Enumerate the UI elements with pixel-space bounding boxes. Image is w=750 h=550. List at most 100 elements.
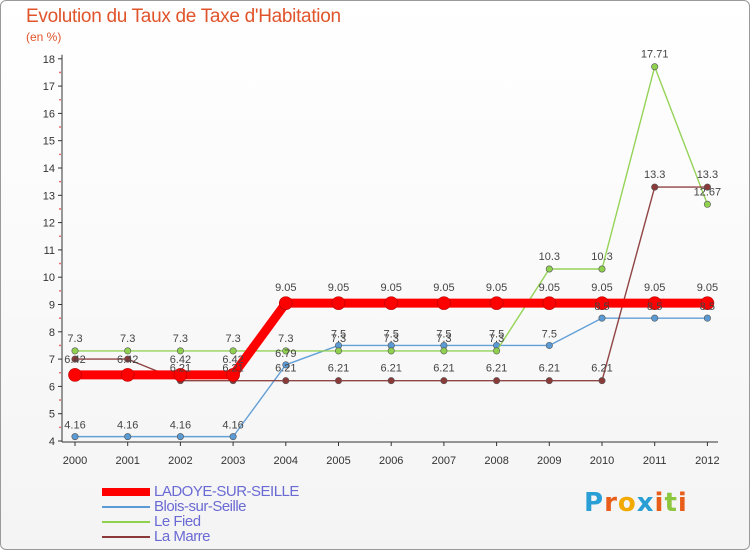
data-label-0: 9.05 bbox=[486, 282, 507, 294]
x-tick-label: 2010 bbox=[590, 455, 614, 467]
data-label-1: 8.5 bbox=[700, 301, 715, 313]
data-label-0: 9.05 bbox=[380, 282, 401, 294]
data-label-2: 7.3 bbox=[384, 333, 399, 345]
data-label-0: 9.05 bbox=[328, 282, 349, 294]
data-label-1: 7.5 bbox=[542, 328, 557, 340]
legend: LADOYE-SUR-SEILLE Blois-sur-Seille Le Fied… bbox=[102, 484, 299, 544]
series-point-1 bbox=[124, 433, 132, 441]
y-tick-label: 16 bbox=[43, 108, 55, 120]
y-minor-tick bbox=[59, 180, 61, 183]
legend-label: La Marre bbox=[154, 528, 211, 545]
data-label-0: 9.05 bbox=[433, 282, 454, 294]
series-point-0 bbox=[542, 296, 557, 310]
proxiti-logo: Proxiti bbox=[584, 488, 688, 518]
legend-swatch bbox=[102, 535, 150, 538]
x-tick-label: 2005 bbox=[326, 455, 350, 467]
y-minor-tick bbox=[59, 344, 61, 347]
data-label-3: 13.3 bbox=[697, 169, 718, 181]
y-tick-label: 17 bbox=[43, 81, 55, 93]
data-label-1: 7.5 bbox=[489, 328, 504, 340]
series-point-3 bbox=[545, 377, 553, 385]
series-point-1 bbox=[229, 433, 237, 441]
series-point-3 bbox=[598, 377, 606, 385]
series-point-0 bbox=[437, 296, 451, 310]
data-label-2: 7.3 bbox=[120, 333, 135, 345]
series-point-2 bbox=[124, 347, 132, 355]
series-point-0 bbox=[226, 368, 240, 382]
y-tick-label: 9 bbox=[49, 300, 55, 312]
legend-swatch bbox=[102, 487, 150, 496]
chart-title: Evolution du Taux de Taxe d'Habitation bbox=[26, 6, 341, 27]
data-label-0: 9.05 bbox=[275, 282, 296, 294]
series-point-0 bbox=[647, 296, 662, 310]
x-tick-label: 2006 bbox=[379, 455, 403, 467]
series-point-0 bbox=[595, 296, 609, 310]
y-tick-label: 14 bbox=[43, 163, 55, 175]
logo-letter: r bbox=[604, 488, 618, 518]
x-tick-label: 2008 bbox=[484, 455, 508, 467]
data-label-0: 6.42 bbox=[222, 354, 243, 366]
data-label-0: 9.05 bbox=[697, 282, 718, 294]
series-point-3 bbox=[124, 355, 132, 363]
y-minor-tick bbox=[59, 71, 61, 74]
x-tick-label: 2007 bbox=[432, 455, 456, 467]
data-label-2: 7.3 bbox=[67, 333, 82, 345]
data-label-1: 6.79 bbox=[275, 348, 296, 360]
y-tick-label: 8 bbox=[49, 327, 55, 339]
logo-letter: i bbox=[654, 488, 665, 518]
series-point-2 bbox=[703, 200, 711, 208]
y-minor-tick bbox=[59, 426, 61, 429]
series-point-1 bbox=[545, 341, 553, 349]
series-point-0 bbox=[278, 296, 293, 310]
data-label-2: 7.3 bbox=[225, 333, 240, 345]
data-label-0: 9.05 bbox=[644, 282, 665, 294]
data-label-1: 4.16 bbox=[117, 420, 138, 432]
logo-letter: P bbox=[584, 488, 605, 518]
series-point-2 bbox=[71, 347, 79, 355]
legend-swatch bbox=[102, 505, 150, 508]
legend-item: La Marre bbox=[102, 529, 299, 544]
series-point-3 bbox=[334, 377, 342, 385]
data-label-0: 6.42 bbox=[64, 354, 85, 366]
data-label-0: 9.05 bbox=[539, 282, 560, 294]
series-point-0 bbox=[68, 368, 82, 382]
series-point-2 bbox=[651, 63, 659, 71]
legend-label: LADOYE-SUR-SEILLE bbox=[154, 483, 299, 500]
data-label-3: 13.3 bbox=[644, 169, 665, 181]
legend-label: Blois-sur-Seille bbox=[154, 498, 247, 515]
series-point-1 bbox=[282, 361, 290, 369]
logo-letter: t bbox=[664, 488, 678, 518]
legend-item: Le Fied bbox=[102, 514, 299, 529]
y-minor-tick bbox=[59, 399, 61, 401]
data-label-3: 6.21 bbox=[275, 363, 296, 375]
data-label-1: 7.5 bbox=[331, 328, 346, 340]
y-tick-label: 4 bbox=[49, 436, 55, 448]
data-label-2: 7.3 bbox=[489, 333, 504, 345]
series-point-3 bbox=[387, 377, 395, 385]
series-point-2 bbox=[387, 347, 395, 355]
y-tick-label: 13 bbox=[43, 190, 55, 202]
series-point-3 bbox=[493, 377, 501, 385]
series-point-2 bbox=[229, 347, 237, 355]
series-point-1 bbox=[598, 314, 606, 322]
data-label-0: 9.05 bbox=[591, 282, 612, 294]
series-point-2 bbox=[598, 265, 606, 273]
data-label-2: 10.3 bbox=[591, 251, 612, 263]
x-tick-label: 2004 bbox=[274, 455, 298, 467]
data-label-1: 7.5 bbox=[436, 328, 451, 340]
x-tick-label: 2002 bbox=[168, 455, 192, 467]
x-tick-label: 2009 bbox=[537, 455, 561, 467]
series-point-1 bbox=[176, 433, 184, 441]
series-point-0 bbox=[120, 368, 135, 382]
data-label-3: 6.21 bbox=[539, 363, 560, 375]
y-tick-label: 10 bbox=[43, 272, 55, 284]
series-point-2 bbox=[334, 347, 342, 355]
legend-item: Blois-sur-Seille bbox=[102, 499, 299, 514]
y-tick-label: 7 bbox=[49, 354, 55, 366]
y-tick-label: 6 bbox=[49, 381, 55, 393]
data-label-2: 7.3 bbox=[278, 333, 293, 345]
data-label-3: 6.21 bbox=[591, 363, 612, 375]
series-point-1 bbox=[71, 433, 79, 441]
y-tick-label: 11 bbox=[44, 245, 55, 257]
series-point-3 bbox=[282, 377, 290, 385]
